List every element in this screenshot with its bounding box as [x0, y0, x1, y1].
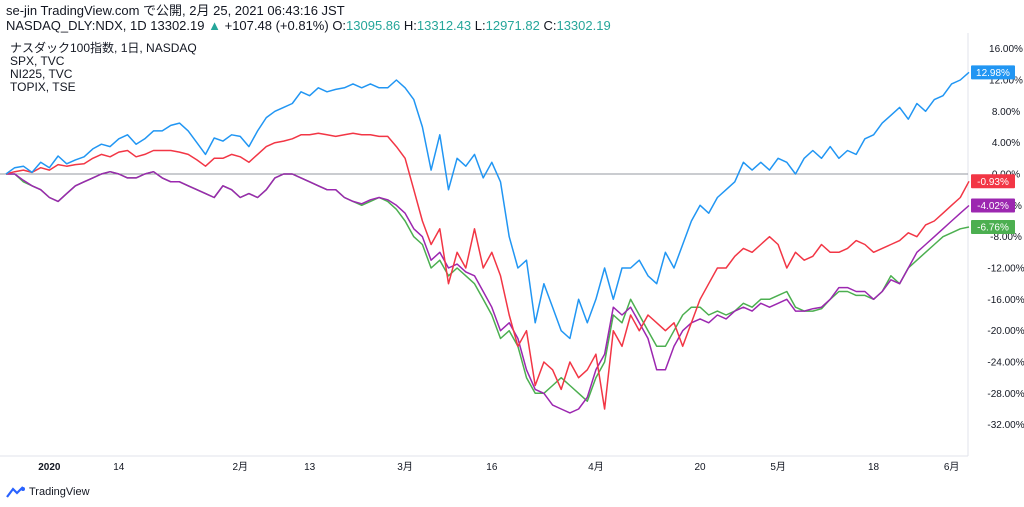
publish-info: se-jin TradingView.com で公開, 2月 25, 2021 … — [6, 3, 345, 18]
x-tick-label: 18 — [868, 462, 880, 473]
x-tick-label: 4月 — [588, 461, 604, 473]
brand-name: TradingView — [29, 486, 90, 498]
tradingview-brand[interactable]: TradingView — [6, 486, 90, 498]
low-label: L: — [474, 18, 486, 33]
y-tick-label: -8.00% — [990, 232, 1022, 243]
x-tick-label: 2月 — [232, 461, 248, 473]
low-value: 12971.82 — [485, 18, 540, 33]
last-value-tag: -0.93% — [971, 174, 1015, 189]
x-tick-label: 5月 — [770, 461, 786, 473]
chart-header: se-jin TradingView.com で公開, 2月 25, 2021 … — [6, 3, 611, 33]
y-tick-label: -32.00% — [987, 420, 1024, 431]
change-value: +107.48 (+0.81%) — [224, 18, 329, 33]
last-value-tag: 12.98% — [971, 65, 1015, 80]
high-value: 13312.43 — [416, 18, 472, 33]
y-tick-label: -24.00% — [987, 358, 1024, 369]
tradingview-logo-icon — [6, 486, 25, 498]
open-label: O: — [332, 18, 347, 33]
change-arrow-icon: ▲ — [208, 18, 221, 33]
last-value-tag-label: -0.93% — [977, 177, 1009, 188]
legend-item-ndx[interactable]: ナスダック100指数, 1日, NASDAQ — [10, 41, 197, 55]
last-value-tag-bg — [971, 198, 1015, 213]
y-tick-label: -20.00% — [987, 326, 1024, 337]
series-line-topix[interactable] — [6, 170, 970, 414]
series-line-ndx[interactable] — [5, 71, 970, 340]
last-value-tag-bg — [971, 65, 1015, 80]
series-legend: ナスダック100指数, 1日, NASDAQ SPX, TVC NI225, T… — [10, 42, 197, 94]
legend-item-spx[interactable]: SPX, TVC — [10, 54, 65, 68]
high-label: H: — [403, 18, 417, 33]
open-value: 13095.86 — [346, 18, 401, 33]
y-tick-label: 16.00% — [989, 44, 1023, 55]
close-value: 13302.19 — [556, 18, 611, 33]
ohlc-readout: NASDAQ_DLY:NDX, 1D 13302.19 ▲ +107.48 (+… — [6, 18, 611, 33]
y-tick-label: -16.00% — [987, 295, 1024, 306]
last-value-tag-label: 12.98% — [976, 68, 1010, 79]
last-value-tag-label: -4.02% — [977, 201, 1009, 212]
close-label: C: — [543, 18, 557, 33]
symbol-label: NASDAQ_DLY:NDX, 1D 13302.19 — [6, 18, 205, 33]
y-tick-label: 12.00% — [989, 76, 1023, 87]
legend-item-topix[interactable]: TOPIX, TSE — [10, 80, 76, 94]
x-tick-label: 14 — [113, 462, 125, 473]
last-value-tag-bg — [971, 219, 1015, 234]
y-tick-label: -28.00% — [987, 389, 1024, 400]
last-value-tag-label: -6.76% — [977, 222, 1009, 233]
last-value-tag: -4.02% — [971, 198, 1015, 213]
x-tick-label: 6月 — [944, 461, 960, 473]
series-line-ni225[interactable] — [6, 170, 970, 402]
x-tick-label: 13 — [304, 462, 316, 473]
x-tick-label: 2020 — [38, 462, 61, 473]
series-line-spx[interactable] — [5, 132, 970, 410]
last-value-tag-bg — [971, 174, 1015, 189]
y-tick-label: -12.00% — [987, 264, 1024, 275]
x-tick-label: 16 — [486, 462, 498, 473]
x-tick-label: 20 — [694, 462, 706, 473]
x-tick-label: 3月 — [397, 461, 413, 473]
y-tick-label: 4.00% — [992, 138, 1020, 149]
legend-item-ni225[interactable]: NI225, TVC — [10, 67, 73, 81]
last-value-tag: -6.76% — [971, 219, 1015, 234]
y-tick-label: 8.00% — [992, 107, 1020, 118]
